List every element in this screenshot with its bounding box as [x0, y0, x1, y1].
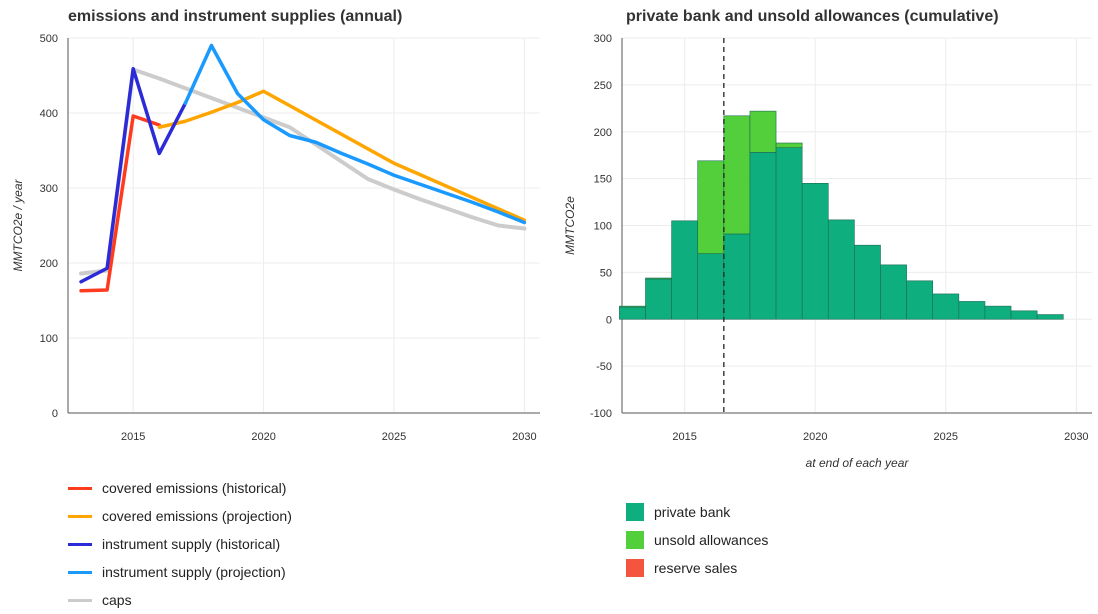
legend-label: caps [102, 592, 132, 608]
y-tick-label: 0 [606, 314, 612, 326]
bar-private-bank [1036, 314, 1064, 320]
bar-private-bank [984, 305, 1012, 320]
y-tick-label: 100 [594, 221, 612, 233]
y-tick-label: 100 [40, 333, 58, 345]
bar-private-bank [932, 293, 960, 320]
x-axis-label: at end of each year [806, 456, 910, 470]
y-axis-label: MMTCO2e / year [11, 178, 25, 271]
left-chart-title: emissions and instrument supplies (annua… [68, 8, 403, 25]
bar-private-bank [671, 220, 699, 320]
bar-private-bank [880, 264, 907, 320]
legend-item[interactable]: private bank [626, 498, 768, 526]
bar-unsold-allowances [723, 115, 751, 235]
legend-item[interactable]: caps [68, 586, 292, 614]
y-tick-label: 150 [594, 174, 612, 186]
bar-private-bank [697, 253, 725, 320]
bar-private-bank [619, 306, 646, 320]
x-tick-label: 2030 [512, 431, 536, 443]
legend-color-swatch [626, 559, 644, 577]
legend-label: instrument supply (historical) [102, 536, 281, 552]
bar-private-bank [827, 219, 855, 320]
legend-line-swatch [68, 542, 92, 546]
bank-legend: private bank unsold allowances reserve sal… [626, 498, 768, 582]
bar-private-bank [906, 280, 934, 320]
legend-label: covered emissions (projection) [102, 508, 292, 524]
legend-item[interactable]: covered emissions (projection) [68, 502, 292, 530]
legend-line-swatch [68, 598, 92, 602]
y-tick-label: 500 [40, 33, 58, 45]
bar-private-bank [801, 183, 829, 320]
right-chart-title: private bank and unsold allowances (cumu… [626, 8, 999, 25]
y-tick-label: 250 [594, 80, 612, 92]
bank-chart: -100 -50 0 50 100 150 200 250 300 2015 2020 2025 203… [563, 33, 1092, 470]
bar-private-bank [723, 233, 751, 320]
series-line-covered-emissions-historical- [79, 114, 162, 293]
bar-unsold-allowances [619, 305, 646, 308]
bar-private-bank [775, 147, 803, 320]
series-line-instrument-supply-projection- [183, 43, 527, 225]
legend-item[interactable]: covered emissions (historical) [68, 474, 292, 502]
y-tick-label: -50 [596, 361, 612, 373]
series-line-caps [79, 67, 527, 276]
y-tick-label: 50 [600, 267, 612, 279]
x-tick-label: 2015 [672, 431, 696, 443]
y-tick-label: -100 [590, 408, 612, 420]
y-tick-label: 300 [40, 183, 58, 195]
x-tick-label: 2020 [803, 431, 827, 443]
legend-label: instrument supply (projection) [102, 564, 286, 580]
bar-private-bank [1010, 310, 1038, 320]
x-tick-label: 2015 [121, 431, 145, 443]
legend-item[interactable]: instrument supply (historical) [68, 530, 292, 558]
x-tick-label: 2020 [251, 431, 275, 443]
series-line-instrument-supply-historical- [79, 67, 188, 284]
y-tick-label: 300 [594, 33, 612, 45]
bar-private-bank [749, 152, 777, 320]
legend-label: covered emissions (historical) [102, 480, 287, 496]
legend-item[interactable]: reserve sales [626, 554, 768, 582]
legend-color-swatch [626, 503, 644, 521]
legend-item[interactable]: instrument supply (projection) [68, 558, 292, 586]
y-axis-label: MMTCO2e [563, 196, 577, 255]
legend-line-swatch [68, 570, 92, 574]
bar-unsold-allowances [749, 110, 777, 153]
legend-label: reserve sales [654, 560, 738, 576]
legend-label: private bank [654, 504, 731, 520]
bar-unsold-allowances [775, 142, 803, 148]
bar-unsold-allowances [645, 277, 672, 280]
bar-private-bank [645, 278, 672, 320]
series-line-covered-emissions-projection- [157, 89, 527, 222]
legend-color-swatch [626, 531, 644, 549]
bar-private-bank [854, 244, 881, 320]
x-tick-label: 2025 [934, 431, 958, 443]
bar-private-bank [958, 301, 986, 320]
bar-unsold-allowances [697, 160, 725, 254]
legend-line-swatch [68, 486, 92, 490]
emissions-chart: 0 100 200 300 400 500 2015 2020 2025 2030 MMTCO2e … [11, 33, 540, 443]
x-tick-label: 2030 [1064, 431, 1088, 443]
y-tick-label: 200 [594, 127, 612, 139]
legend-label: unsold allowances [654, 532, 769, 548]
legend-item[interactable]: unsold allowances [626, 526, 768, 554]
legend-line-swatch [68, 514, 92, 518]
emissions-legend: covered emissions (historical) covered em… [68, 474, 292, 614]
x-tick-label: 2025 [382, 431, 406, 443]
y-tick-label: 0 [52, 408, 58, 420]
y-tick-label: 200 [40, 258, 58, 270]
y-tick-label: 400 [40, 108, 58, 120]
